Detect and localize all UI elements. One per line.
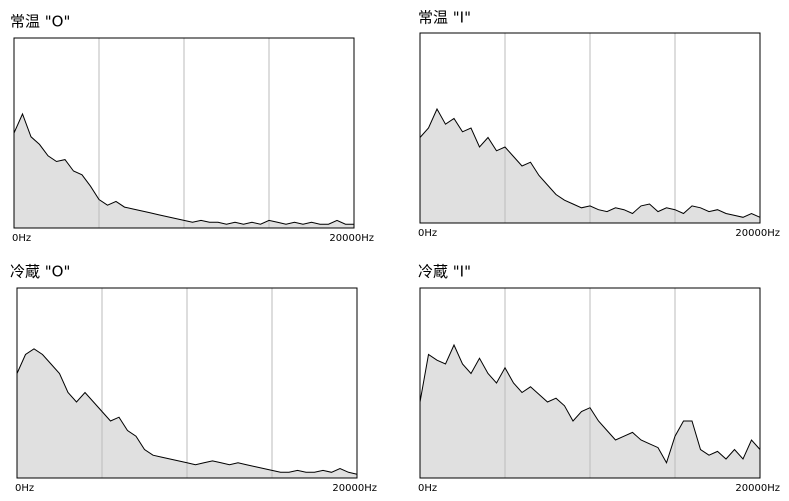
line — [13, 112, 354, 225]
x-tick-label: 20000Hz — [332, 483, 377, 494]
chart-title: 常温 "O" — [10, 13, 70, 31]
plot-frame — [419, 32, 761, 224]
line — [419, 343, 761, 465]
x-tick-label: 0Hz — [12, 233, 31, 244]
plot-frame — [13, 37, 355, 229]
plot-frame — [16, 287, 358, 479]
x-tick-label: 20000Hz — [735, 228, 780, 239]
chart-title: 常温 "I" — [418, 9, 471, 27]
chart-title: 冷蔵 "I" — [418, 263, 471, 281]
line — [419, 107, 761, 218]
x-tick-label: 20000Hz — [329, 233, 374, 244]
x-tick-label: 0Hz — [418, 483, 437, 494]
x-tick-label: 20000Hz — [735, 483, 780, 494]
x-tick-label: 0Hz — [418, 228, 437, 239]
chart-title: 冷蔵 "O" — [10, 263, 70, 281]
line — [16, 348, 358, 475]
x-tick-label: 0Hz — [15, 483, 34, 494]
plot-frame — [419, 287, 761, 479]
